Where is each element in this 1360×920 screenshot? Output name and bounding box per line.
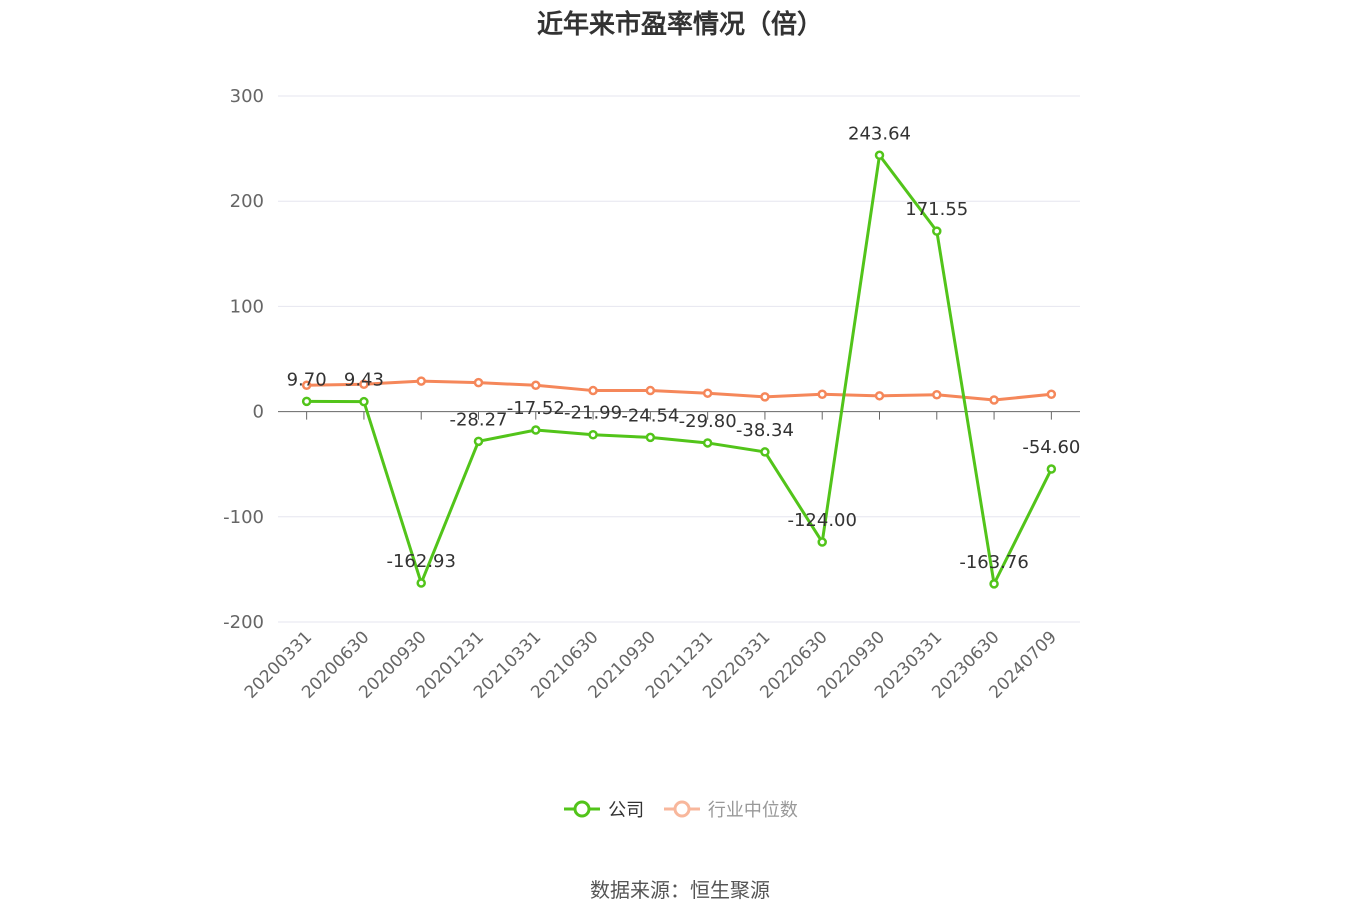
series-company-point[interactable] xyxy=(473,436,484,447)
y-tick-label: 200 xyxy=(230,191,264,212)
legend-industry-label: 行业中位数 xyxy=(707,800,798,821)
series-industry-point[interactable] xyxy=(588,385,598,396)
series-company-point[interactable] xyxy=(416,578,426,588)
series-industry-point[interactable] xyxy=(531,380,541,391)
series-industry-point[interactable] xyxy=(817,389,827,399)
data-label: -28.27 xyxy=(449,409,507,430)
legend-item-company[interactable]: 公司 xyxy=(562,796,644,822)
legend-company-label: 公司 xyxy=(608,800,645,821)
series-company-point[interactable] xyxy=(989,579,999,589)
y-tick-label: -100 xyxy=(223,507,264,528)
data-label: -38.34 xyxy=(736,420,794,441)
legend: 公司 行业中位数 xyxy=(0,796,1360,824)
data-label: -21.99 xyxy=(564,403,622,424)
y-tick-label: -200 xyxy=(223,612,264,633)
series-industry-point[interactable] xyxy=(1046,389,1057,399)
data-label: -163.76 xyxy=(959,552,1028,573)
data-label: -24.54 xyxy=(621,405,679,426)
data-label: 243.64 xyxy=(848,123,911,144)
series-industry-point[interactable] xyxy=(702,388,713,398)
data-label: -162.93 xyxy=(386,551,455,572)
data-label: -54.60 xyxy=(1022,437,1080,458)
y-tick-label: 0 xyxy=(253,402,264,423)
series-industry-point[interactable] xyxy=(932,390,942,400)
series-industry-point[interactable] xyxy=(760,392,770,402)
series-industry-point[interactable] xyxy=(473,377,484,388)
series-industry-point[interactable] xyxy=(416,376,426,386)
y-axis-ticks: 300 200 100 0 -100 -200 xyxy=(223,86,264,633)
data-label: -124.00 xyxy=(787,510,856,531)
data-source: 数据来源：恒生聚源 xyxy=(590,878,770,902)
series-company-point[interactable] xyxy=(760,447,770,457)
series-industry-point[interactable] xyxy=(645,385,656,396)
data-label: -29.80 xyxy=(679,411,737,432)
data-label: 171.55 xyxy=(905,199,968,220)
data-label: -17.52 xyxy=(507,398,565,419)
series-layer xyxy=(301,150,1057,589)
series-company-point[interactable] xyxy=(359,396,369,407)
data-label: 9.70 xyxy=(287,369,327,390)
series-company-point[interactable] xyxy=(932,226,942,236)
series-industry-point[interactable] xyxy=(359,379,369,389)
series-company-point[interactable] xyxy=(301,396,312,407)
x-axis-ticks: 2020033120200630202009302020123120210331… xyxy=(241,627,1061,702)
series-industry-point[interactable] xyxy=(301,380,312,391)
x-axis xyxy=(278,411,1080,420)
y-tick-label: 100 xyxy=(230,296,264,317)
legend-industry-icon xyxy=(663,800,700,818)
y-tick-label: 300 xyxy=(230,86,264,107)
chart-title: 近年来市盈率情况（倍） xyxy=(536,10,823,40)
series-company-point[interactable] xyxy=(645,432,656,443)
grid-lines xyxy=(278,95,1080,623)
legend-item-industry[interactable]: 行业中位数 xyxy=(662,796,798,822)
series-company-point[interactable] xyxy=(702,438,713,448)
series-company-point[interactable] xyxy=(817,537,827,547)
series-industry-line xyxy=(306,379,1052,402)
series-company-point[interactable] xyxy=(531,425,541,435)
series-company-point[interactable] xyxy=(874,150,885,161)
data-labels: 9.70 9.43-162.93-28.27-17.52 -21.99 -24.54-… xyxy=(287,123,1081,573)
data-label: 9.43 xyxy=(344,370,384,391)
legend-company-icon xyxy=(564,800,601,818)
series-industry-point[interactable] xyxy=(874,391,885,401)
series-industry-point[interactable] xyxy=(989,395,999,405)
series-company-line xyxy=(306,153,1053,586)
line-chart: 300 200 100 0 -100 -200 202003312020063020200… xyxy=(223,86,1081,703)
series-company-point[interactable] xyxy=(588,429,598,440)
series-company-point[interactable] xyxy=(1046,464,1057,474)
